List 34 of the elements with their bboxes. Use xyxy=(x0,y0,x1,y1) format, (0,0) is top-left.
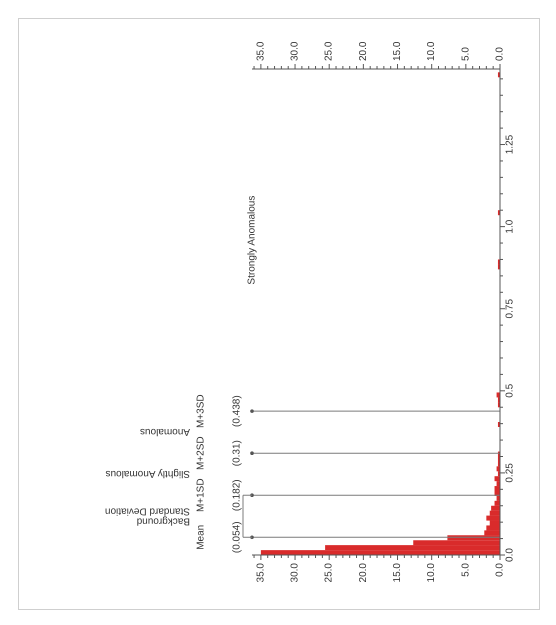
ref-line-label: (0.182) xyxy=(232,479,242,512)
x-tick-label: 5.0 xyxy=(460,46,472,61)
y-tick-label: 0.5 xyxy=(504,383,516,398)
x-tick-label: 15.0 xyxy=(392,41,404,61)
text: Slightly Anomalous xyxy=(106,468,190,480)
x2-tick-label: 25.0 xyxy=(324,562,335,582)
y-tick-label: 0.25 xyxy=(504,462,516,483)
text: M+1SD xyxy=(196,478,206,512)
y-tick-label: 0.0 xyxy=(504,548,516,562)
x2-tick-label: 20.0 xyxy=(358,562,369,582)
x-tick-label: 35.0 xyxy=(255,41,266,61)
text: Background Standard Deviation xyxy=(104,506,190,527)
text: M+2SD xyxy=(196,436,206,470)
y-tick-label: 1.25 xyxy=(504,134,516,154)
ref-line-label: (0.438) xyxy=(232,395,242,428)
ref-line-label: (0.054) xyxy=(232,521,242,554)
x-tick-label: 10.0 xyxy=(426,41,438,61)
y-tick-label: 0.75 xyxy=(504,298,516,318)
text: Anomalous xyxy=(140,426,190,438)
annotation: Strongly Anomalous xyxy=(246,196,258,285)
text: M+3SD xyxy=(196,394,206,428)
x2-tick-label: 15.0 xyxy=(392,562,404,582)
ref-line-label: (0.31) xyxy=(232,440,242,466)
x2-tick-label: 35.0 xyxy=(255,562,266,582)
x-tick-label: 20.0 xyxy=(358,41,369,61)
y-tick-label: 1.0 xyxy=(504,219,516,234)
x2-tick-label: 0.0 xyxy=(494,562,506,577)
x-tick-label: 25.0 xyxy=(324,41,335,61)
x2-tick-label: 5.0 xyxy=(460,562,472,577)
x2-tick-label: 10.0 xyxy=(426,562,438,582)
x2-tick-label: 30.0 xyxy=(290,562,301,582)
text: Mean xyxy=(196,524,206,550)
x-tick-label: 30.0 xyxy=(290,41,301,61)
x-tick-label: 0.0 xyxy=(494,46,506,61)
